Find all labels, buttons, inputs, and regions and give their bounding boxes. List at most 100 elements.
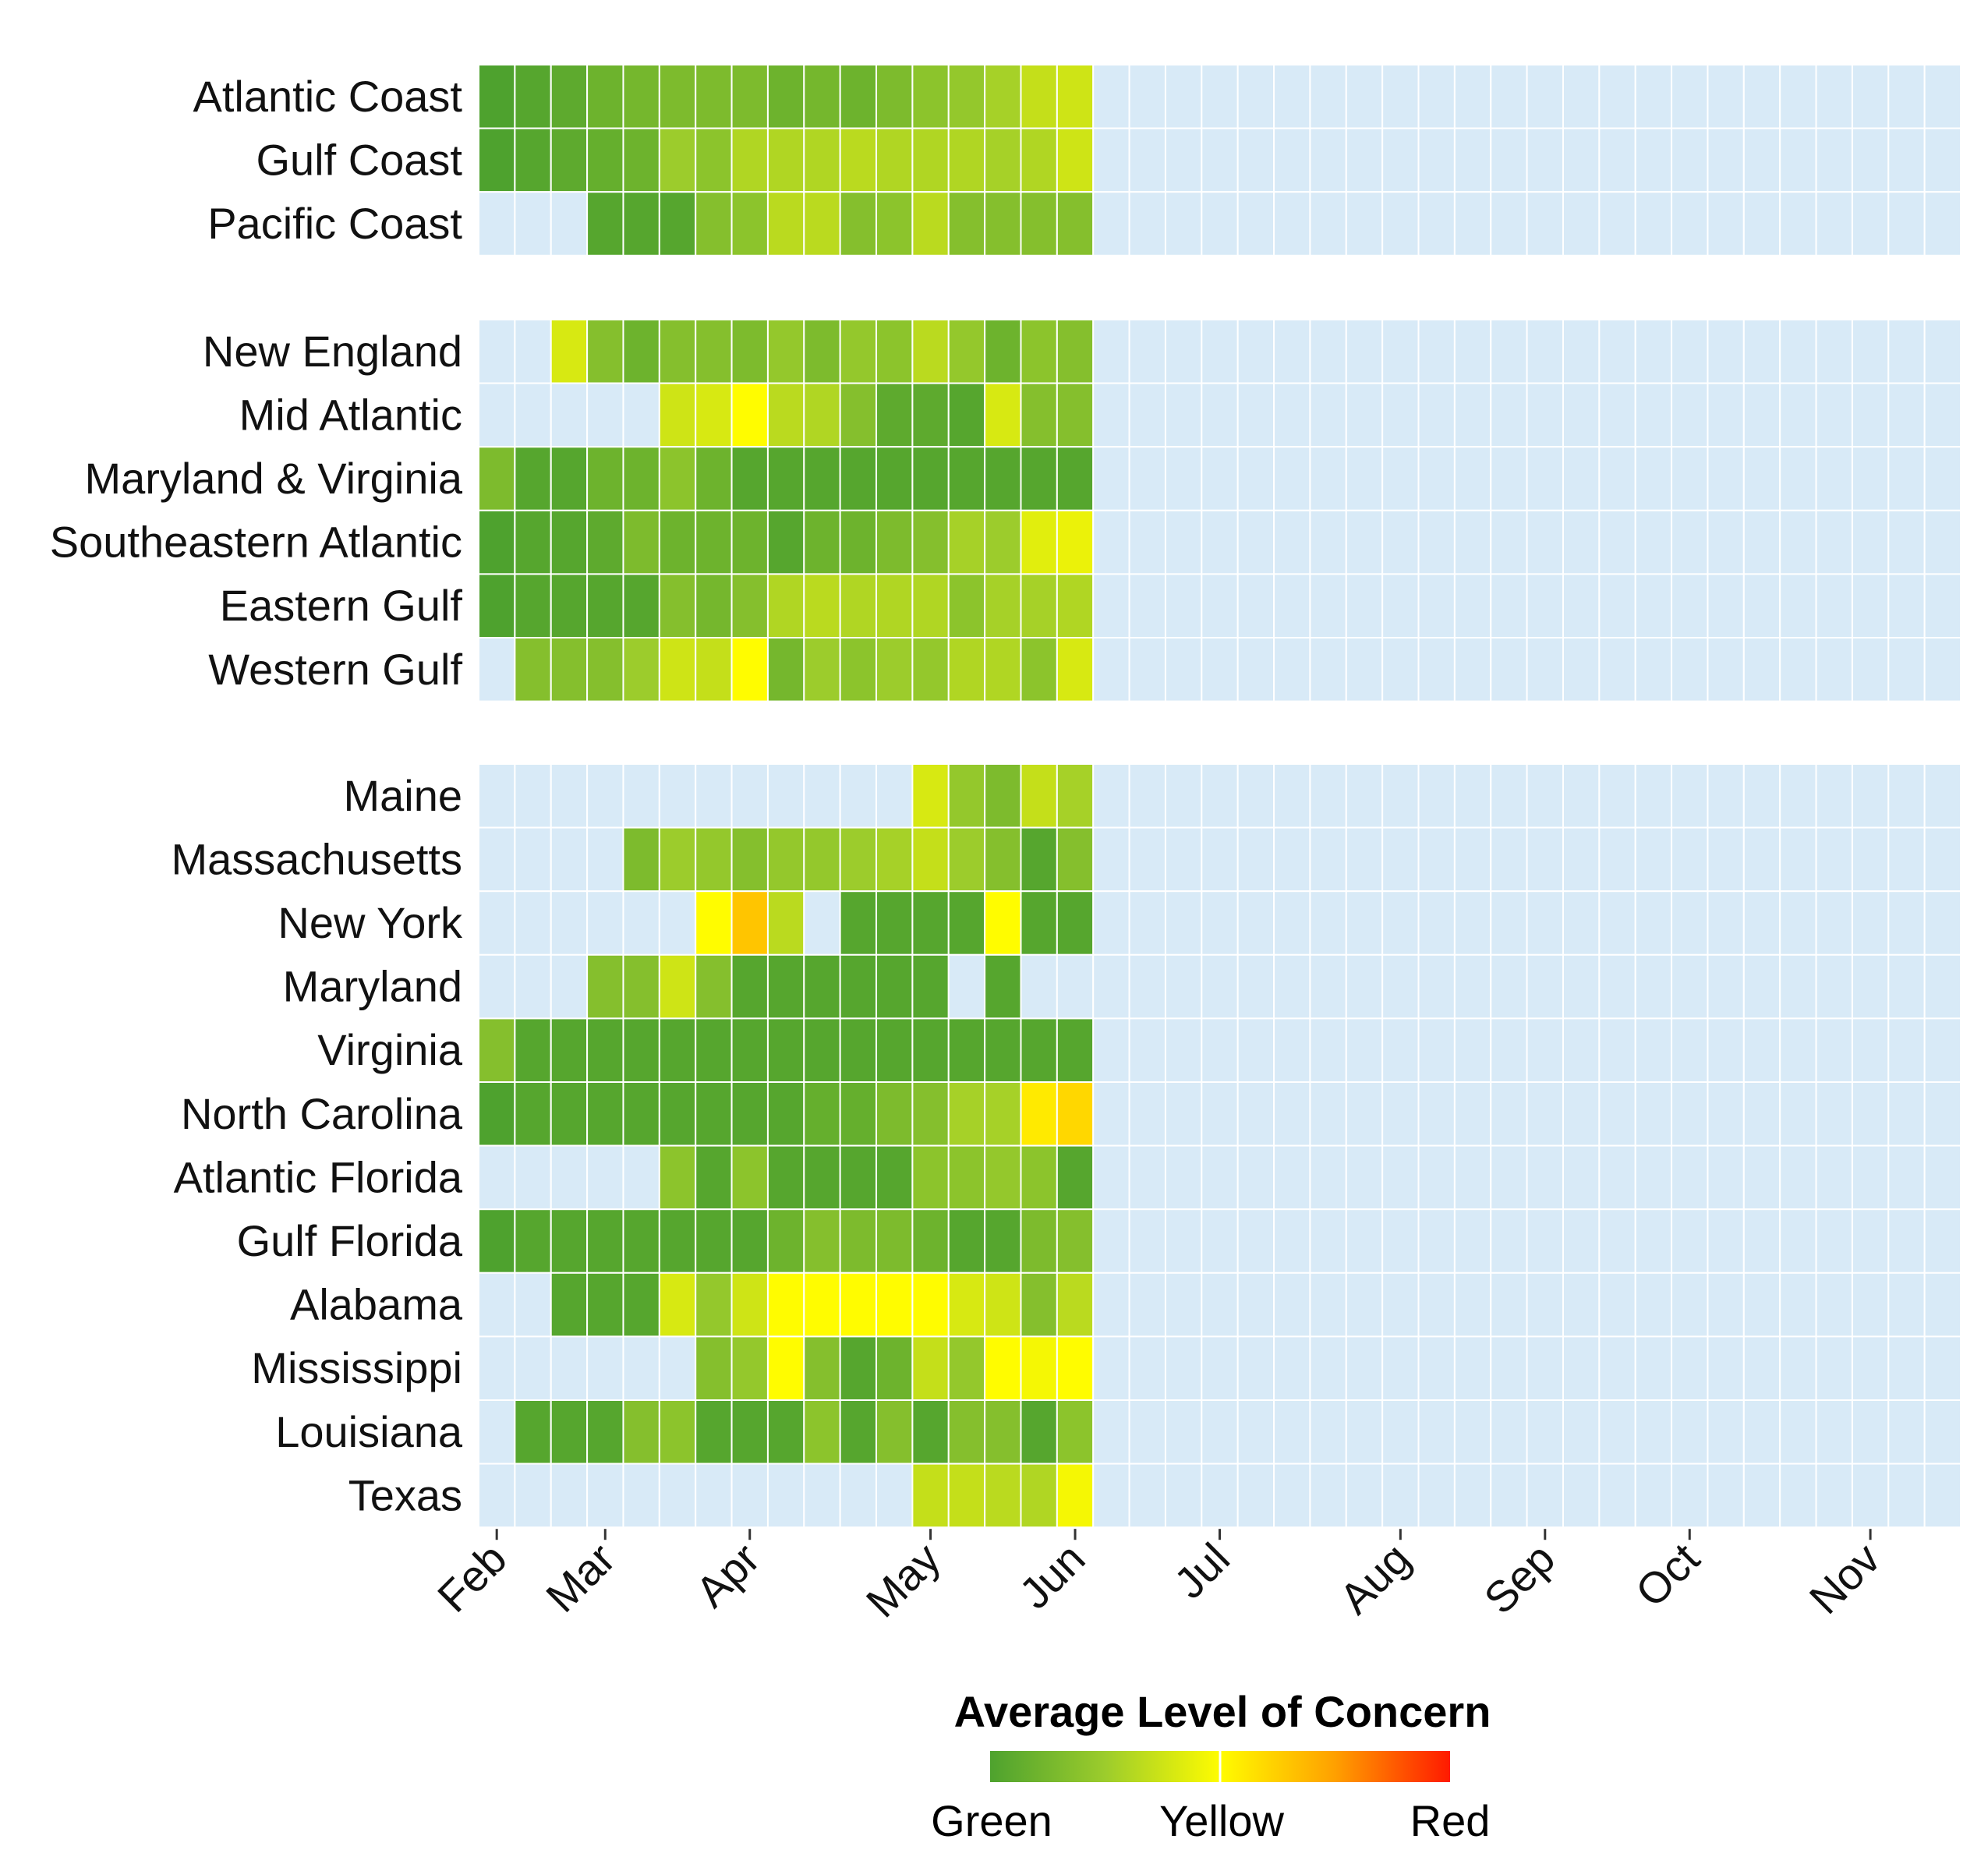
heatmap-cell (766, 191, 805, 256)
heatmap-cell (1887, 64, 1926, 129)
heatmap-cell (658, 1399, 697, 1465)
heatmap-cell (1779, 763, 1817, 829)
heatmap-cell (1779, 1399, 1817, 1465)
heatmap-cell (1201, 1081, 1239, 1147)
heatmap-cell (1236, 1272, 1275, 1338)
heatmap-cell (1923, 637, 1961, 702)
heatmap-cell (1851, 573, 1890, 639)
row-label: Texas (348, 1470, 462, 1519)
heatmap-cell (1562, 319, 1601, 384)
heatmap-cell (658, 1017, 697, 1084)
heatmap-cell (875, 64, 914, 129)
heatmap-cell (622, 890, 660, 956)
heatmap-cell (478, 890, 516, 956)
heatmap-cell (1309, 1017, 1347, 1084)
heatmap-cell (1779, 319, 1817, 384)
heatmap-cell (514, 1272, 552, 1338)
heatmap-cell (1707, 1272, 1745, 1338)
row-label: Mississippi (251, 1343, 462, 1392)
heatmap-cell (1381, 1017, 1420, 1084)
heatmap-cell (1201, 446, 1239, 511)
heatmap-cell (875, 953, 914, 1020)
heatmap-cell (1309, 319, 1347, 384)
heatmap-cell (1742, 890, 1781, 956)
heatmap-cell (1742, 953, 1781, 1020)
heatmap-cell (1887, 953, 1926, 1020)
heatmap-cell (1201, 1335, 1239, 1402)
heatmap-cell (984, 1017, 1022, 1084)
heatmap-cell (1056, 763, 1095, 829)
heatmap-cell (1345, 1144, 1384, 1211)
heatmap-cell (1742, 64, 1781, 129)
heatmap-cell (730, 1081, 769, 1147)
heatmap-cell (1020, 826, 1058, 893)
heatmap-cell (1887, 1335, 1926, 1402)
heatmap-cell (766, 1399, 805, 1465)
heatmap-cell (947, 1462, 986, 1529)
heatmap-cell (1598, 763, 1636, 829)
heatmap-cell (1815, 1081, 1853, 1147)
heatmap-cell (1526, 1462, 1564, 1529)
heatmap-cell (947, 127, 986, 193)
heatmap-cell (622, 1462, 660, 1529)
heatmap-cell (1490, 127, 1528, 193)
heatmap-cell (1201, 319, 1239, 384)
heatmap-cell (1598, 1272, 1636, 1338)
heatmap-cell (1020, 382, 1058, 448)
heatmap-cell (1526, 191, 1564, 256)
heatmap-cell (658, 509, 697, 575)
heatmap-cell (1417, 637, 1456, 702)
heatmap-cell (1634, 1081, 1673, 1147)
heatmap-cell (875, 382, 914, 448)
heatmap-cell (1020, 319, 1058, 384)
heatmap-cell (1887, 1272, 1926, 1338)
heatmap-cell (622, 1335, 660, 1402)
heatmap-cell (1742, 637, 1781, 702)
heatmap-cell (911, 1208, 950, 1274)
heatmap-cell (766, 127, 805, 193)
heatmap-cell (1236, 1017, 1275, 1084)
heatmap-cell (1164, 890, 1203, 956)
row-label: North Carolina (181, 1089, 463, 1138)
heatmap-cell (1851, 637, 1890, 702)
heatmap-cell (1128, 319, 1166, 384)
heatmap-cell (839, 191, 878, 256)
heatmap-cell (1815, 826, 1853, 893)
heatmap-cell (1707, 1144, 1745, 1211)
heatmap-cell (1128, 826, 1166, 893)
heatmap-cell (1092, 953, 1130, 1020)
heatmap-cell (1417, 1208, 1456, 1274)
heatmap-cell (1815, 64, 1853, 129)
row-label: Pacific Coast (207, 199, 462, 248)
heatmap-cell (1779, 382, 1817, 448)
heatmap-cell (875, 319, 914, 384)
heatmap-cell (1056, 1017, 1095, 1084)
heatmap-cell (1634, 826, 1673, 893)
heatmap-cell (803, 64, 841, 129)
heatmap-cell (1273, 890, 1311, 956)
heatmap-cell (1815, 1399, 1853, 1465)
heatmap-cell (875, 1144, 914, 1211)
heatmap-cell (1273, 319, 1311, 384)
heatmap-cell (1490, 1017, 1528, 1084)
heatmap-cell (730, 509, 769, 575)
heatmap-cell (1020, 637, 1058, 702)
heatmap-cell (550, 573, 589, 639)
heatmap-cell (911, 319, 950, 384)
heatmap-cell (984, 446, 1022, 511)
heatmap-cell (550, 1017, 589, 1084)
heatmap-cell (1779, 1081, 1817, 1147)
heatmap-cell (947, 319, 986, 384)
row-label: Mid Atlantic (239, 390, 462, 439)
heatmap-cell (947, 826, 986, 893)
heatmap-cell (1490, 1335, 1528, 1402)
heatmap-cell (478, 127, 516, 193)
heatmap-cell (1201, 127, 1239, 193)
heatmap-cell (1020, 1335, 1058, 1402)
heatmap-cell (1562, 1462, 1601, 1529)
heatmap-cell (1598, 127, 1636, 193)
heatmap-cell (1671, 573, 1709, 639)
heatmap-cell (1201, 573, 1239, 639)
heatmap-cell (658, 191, 697, 256)
heatmap-cell (695, 826, 733, 893)
